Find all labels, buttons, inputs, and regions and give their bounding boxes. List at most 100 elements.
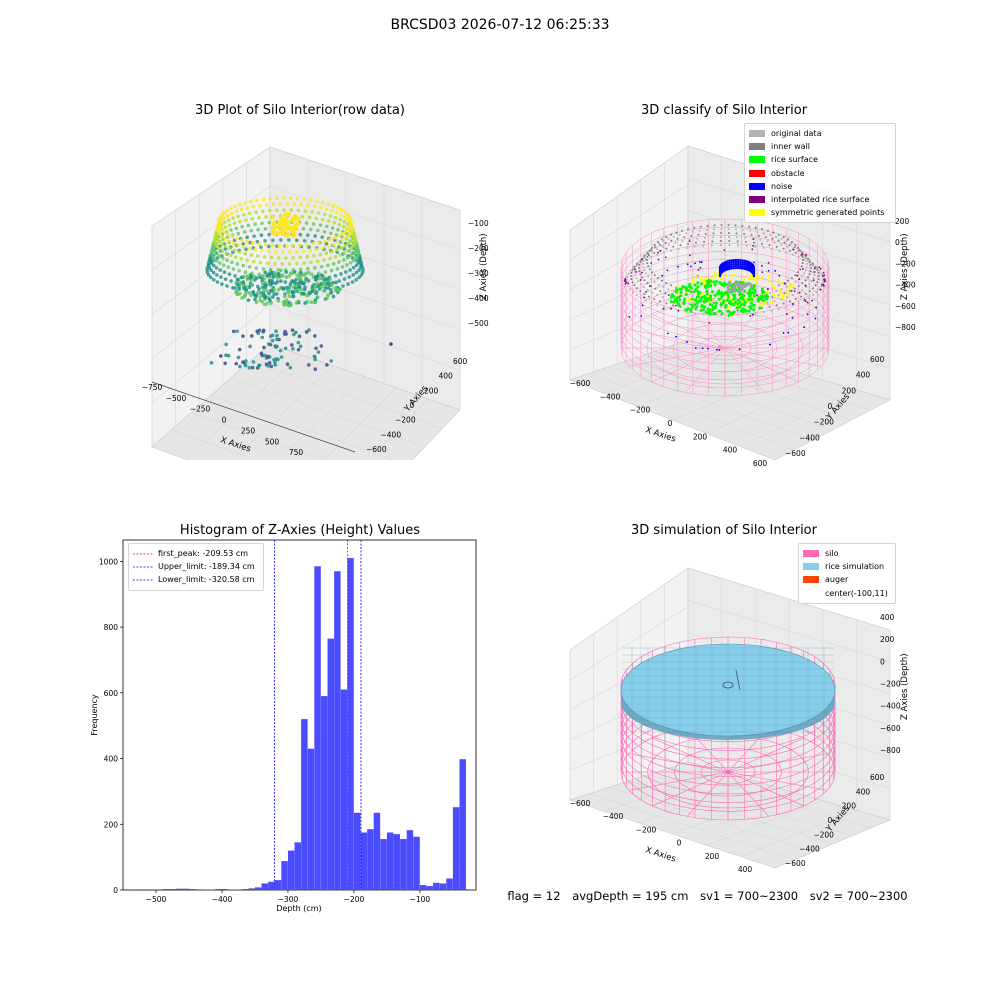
data-point <box>328 214 333 218</box>
wireframe-ring <box>700 759 756 785</box>
data-point <box>724 303 728 307</box>
data-point <box>785 286 788 289</box>
data-point <box>217 254 222 258</box>
data-point <box>719 302 723 306</box>
data-point <box>726 266 730 269</box>
center-point <box>726 770 730 774</box>
data-point <box>734 260 738 264</box>
data-point <box>719 305 722 308</box>
data-point <box>769 292 772 295</box>
z-tick: −400 <box>895 281 916 290</box>
y-tick: 200 <box>104 820 119 829</box>
data-point <box>801 268 804 270</box>
data-point <box>694 241 697 244</box>
data-point <box>808 260 811 263</box>
data-point <box>279 355 284 359</box>
data-point <box>806 276 809 279</box>
y-tick: −600 <box>366 445 387 454</box>
data-point <box>356 251 361 255</box>
data-point <box>711 236 714 239</box>
data-point <box>215 273 219 277</box>
data-point <box>324 296 329 301</box>
data-point <box>790 276 793 279</box>
data-point <box>728 290 731 294</box>
data-point <box>635 270 638 273</box>
data-point <box>727 306 731 310</box>
data-point <box>778 288 782 292</box>
data-point <box>260 209 265 214</box>
data-point <box>637 280 640 283</box>
data-point <box>322 212 327 217</box>
data-point <box>271 221 277 226</box>
histogram-bar <box>281 861 288 890</box>
data-point <box>261 329 266 334</box>
avg-depth-text: avgDepth = 195 cm <box>572 889 689 903</box>
data-point <box>284 244 289 248</box>
data-point <box>717 289 721 293</box>
data-point <box>284 217 289 223</box>
legend-item: symmetric generated points <box>749 206 891 219</box>
classify-legend: original data inner wall rice surface ob… <box>744 123 896 224</box>
wireframe-ring <box>646 311 804 385</box>
data-point <box>713 224 716 227</box>
data-point <box>627 285 630 288</box>
y-axis-label: Frequency <box>90 694 99 736</box>
histogram-bar <box>426 886 433 890</box>
data-point <box>688 303 691 306</box>
data-point <box>308 291 312 295</box>
data-point <box>284 285 289 290</box>
data-point <box>772 231 775 234</box>
data-point <box>295 196 300 201</box>
data-point <box>222 215 227 220</box>
data-point <box>235 262 240 266</box>
data-point <box>236 214 240 219</box>
data-point <box>259 245 263 249</box>
data-point <box>231 267 236 271</box>
data-point <box>224 251 229 256</box>
data-point <box>266 249 271 254</box>
data-point <box>800 295 803 298</box>
legend-item: original data <box>749 127 891 140</box>
legend-label: obstacle <box>771 168 805 178</box>
data-point <box>796 291 799 294</box>
data-point <box>296 340 301 345</box>
data-point <box>759 303 763 307</box>
data-point <box>282 208 286 212</box>
data-point <box>240 296 244 300</box>
data-point <box>745 313 748 316</box>
data-point <box>254 266 259 270</box>
data-point <box>758 306 762 310</box>
legend-item: interpolated rice surface <box>749 193 891 206</box>
data-point <box>290 328 295 332</box>
z-tick: −800 <box>880 746 901 755</box>
data-point <box>283 294 287 299</box>
data-point <box>705 228 708 231</box>
data-point <box>782 235 785 238</box>
legend-item: silo <box>803 547 891 560</box>
data-point <box>762 290 766 294</box>
data-point <box>245 277 250 281</box>
data-point <box>262 288 266 293</box>
y-tick: 200 <box>424 386 439 395</box>
data-point <box>812 279 815 282</box>
classify-plot-title: 3D classify of Silo Interior <box>640 103 808 118</box>
data-point <box>234 281 239 285</box>
data-point <box>271 275 276 279</box>
data-point <box>319 264 324 269</box>
data-point <box>643 254 646 257</box>
data-point <box>756 275 760 279</box>
data-point <box>790 289 793 292</box>
data-point <box>271 202 276 207</box>
data-point <box>705 298 709 302</box>
data-point <box>270 333 275 338</box>
data-point <box>801 288 804 291</box>
data-point <box>287 238 291 242</box>
data-point <box>322 229 327 234</box>
data-point <box>805 253 808 256</box>
data-point <box>267 361 272 365</box>
data-point <box>659 250 662 252</box>
data-point <box>703 276 707 280</box>
data-point <box>723 281 727 285</box>
data-point <box>743 265 746 268</box>
data-point <box>335 248 339 252</box>
